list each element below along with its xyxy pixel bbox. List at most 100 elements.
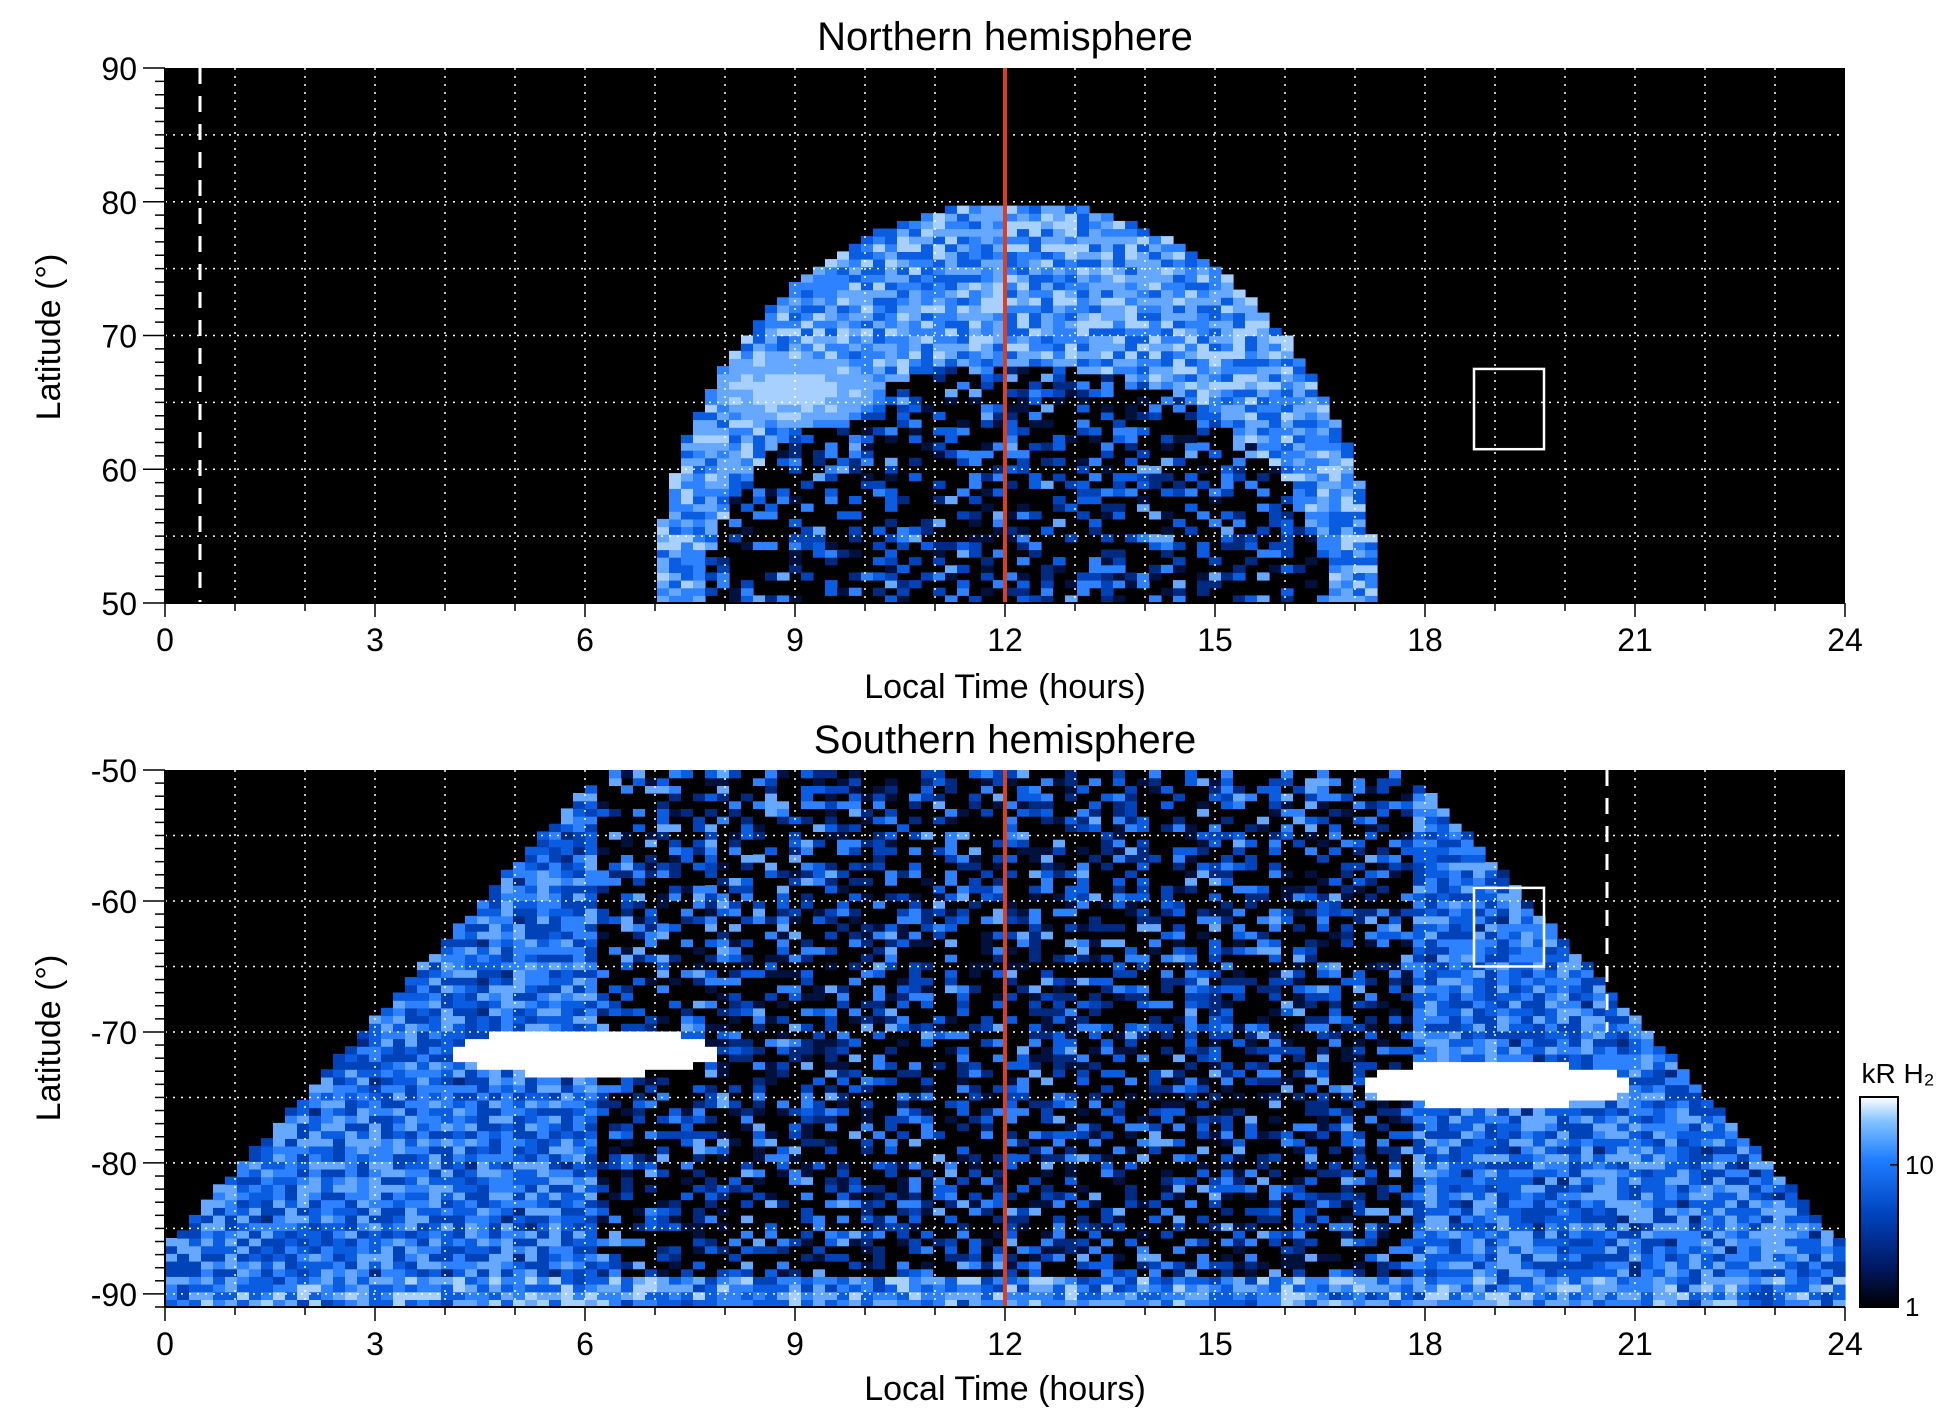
s-emission-cell: [849, 1168, 862, 1178]
s-emission-cell: [453, 1130, 466, 1139]
s-emission-cell: [873, 961, 886, 971]
s-emission-cell: [657, 862, 670, 871]
n-emission-cell: [1161, 304, 1174, 314]
s-emission-cell: [405, 1191, 418, 1201]
s-emission-cell: [261, 1268, 274, 1277]
n-emission-cell: [993, 580, 1006, 589]
s-emission-cell: [753, 1284, 766, 1293]
s-emission-cell: [585, 1069, 598, 1078]
n-emission-cell: [861, 243, 874, 252]
s-emission-cell: [597, 1161, 610, 1170]
s-emission-cell: [549, 839, 562, 848]
n-emission-cell: [1293, 366, 1306, 375]
s-emission-cell: [453, 1000, 466, 1009]
s-emission-cell: [885, 954, 898, 963]
n-emission-cell: [1197, 320, 1210, 329]
s-emission-cell: [513, 1199, 526, 1208]
s-emission-cell: [801, 831, 814, 840]
s-emission-cell: [477, 1007, 490, 1017]
s-emission-cell: [453, 1222, 466, 1231]
n-emission-cell: [693, 442, 706, 451]
s-emission-cell: [813, 1238, 826, 1247]
n-emission-cell: [873, 304, 886, 314]
s-emission-cell: [669, 1230, 682, 1239]
n-emission-cell: [933, 335, 946, 344]
s-emission-cell: [657, 831, 670, 840]
n-emission-cell: [1197, 266, 1210, 275]
n-emission-cell: [1365, 595, 1378, 604]
s-emission-cell: [837, 1145, 850, 1155]
s-emission-cell: [753, 1061, 766, 1070]
n-emission-cell: [1197, 411, 1210, 421]
s-emission-cell: [597, 1253, 610, 1262]
n-emission-cell: [1269, 358, 1282, 367]
s-emission-cell: [237, 1222, 250, 1231]
n-emission-cell: [1053, 289, 1066, 298]
s-emission-cell: [609, 1238, 622, 1247]
s-emission-cell: [657, 923, 670, 932]
s-emission-cell: [609, 1291, 622, 1300]
n-emission-cell: [897, 274, 910, 283]
s-emission-cell: [717, 823, 730, 832]
n-emission-cell: [1041, 389, 1054, 398]
s-emission-cell: [357, 1245, 370, 1254]
n-emission-cell: [777, 419, 790, 428]
n-emission-cell: [873, 228, 886, 237]
s-emission-cell: [813, 1069, 826, 1078]
s-emission-cell: [537, 1015, 550, 1024]
s-emission-cell: [369, 1138, 382, 1147]
n-emission-cell: [1005, 434, 1018, 444]
s-emission-cell: [513, 1046, 526, 1055]
n-emission-cell: [1293, 526, 1306, 535]
n-emission-cell: [1041, 304, 1054, 314]
s-emission-cell: [729, 1176, 742, 1185]
s-emission-cell: [873, 1130, 886, 1139]
s-emission-cell: [645, 816, 658, 825]
n-emission-cell: [1101, 289, 1114, 298]
s-emission-cell: [249, 1299, 262, 1308]
s-emission-cell: [501, 1107, 514, 1116]
s-emission-cell: [357, 1261, 370, 1270]
s-emission-cell: [513, 938, 526, 948]
s-emission-cell: [801, 1230, 814, 1239]
n-emission-cell: [1245, 427, 1258, 436]
n-emission-cell: [969, 366, 982, 375]
s-emission-cell: [765, 1207, 778, 1216]
n-emission-cell: [1065, 580, 1078, 589]
s-emission-cell: [369, 1191, 382, 1201]
s-emission-cell: [801, 793, 814, 802]
n-emission-cell: [693, 419, 706, 428]
s-emission-cell: [633, 885, 646, 894]
s-emission-cell: [621, 900, 634, 909]
s-emission-cell: [693, 785, 706, 794]
s-emission-cell: [705, 839, 718, 848]
s-emission-cell: [873, 1115, 886, 1124]
s-emission-cell: [429, 1138, 442, 1147]
n-emission-cell: [1269, 511, 1282, 520]
s-emission-cell: [621, 1084, 634, 1093]
s-emission-cell: [717, 1222, 730, 1231]
s-emission-cell: [753, 1023, 766, 1032]
s-emission-cell: [645, 1153, 658, 1162]
s-emission-cell: [393, 1130, 406, 1139]
n-emission-cell: [1101, 251, 1114, 260]
n-emission-cell: [981, 419, 994, 428]
s-emission-cell: [525, 877, 538, 886]
s-emission-cell: [633, 1038, 646, 1047]
s-emission-cell: [345, 1253, 358, 1262]
n-emission-cell: [801, 503, 814, 512]
s-emission-cell: [273, 1299, 286, 1308]
s-emission-cell: [561, 1069, 574, 1078]
s-emission-cell: [777, 862, 790, 871]
s-emission-cell: [861, 1184, 874, 1193]
n-emission-cell: [921, 304, 934, 314]
s-emission-cell: [525, 1268, 538, 1277]
s-emission-cell: [657, 1184, 670, 1193]
s-emission-cell: [669, 1168, 682, 1178]
s-emission-cell: [873, 892, 886, 901]
s-emission-cell: [609, 823, 622, 832]
s-emission-cell: [753, 1115, 766, 1124]
n-emission-cell: [1077, 496, 1090, 505]
s-emission-cell: [285, 1191, 298, 1201]
s-emission-cell: [753, 808, 766, 817]
